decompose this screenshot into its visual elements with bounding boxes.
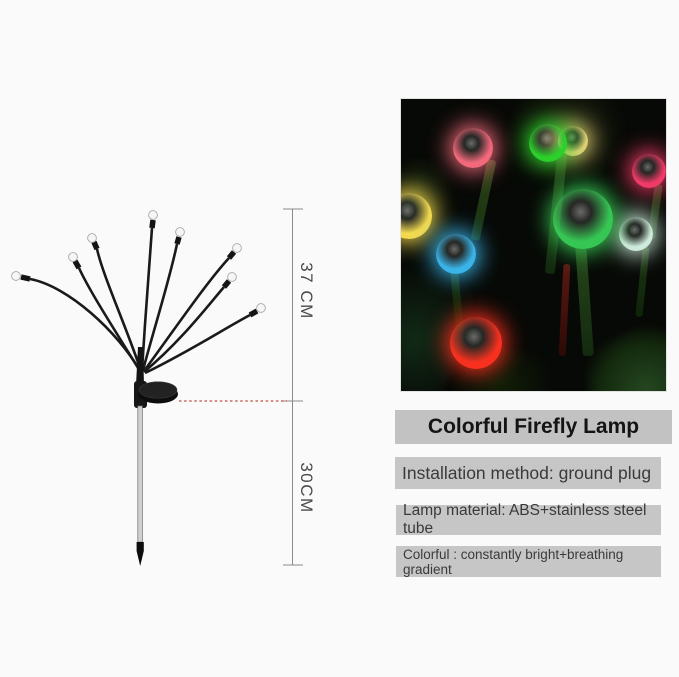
upper-dimension-label: 37 CM [297, 262, 316, 320]
salmon-orb [453, 128, 493, 168]
crimson-orb [632, 154, 666, 188]
bulb-icon [87, 233, 97, 243]
bulb-icon [11, 271, 21, 281]
spec-light-mode: Colorful : constantly bright+breathing g… [396, 546, 661, 577]
ground-stake [137, 405, 143, 543]
spec-installation: Installation method: ground plug [395, 457, 661, 489]
lower-dimension-label: 30CM [297, 462, 316, 514]
lamp-arm [144, 313, 251, 375]
lime-orb [529, 124, 567, 162]
bulb-icon [232, 243, 242, 253]
lamp-arm [143, 286, 225, 373]
product-title: Colorful Firefly Lamp [395, 410, 672, 444]
stake-tip [136, 542, 144, 566]
lamp-arm [77, 267, 142, 372]
lamp-arm [141, 243, 179, 371]
solar-panel-top [138, 381, 178, 399]
bulb-icon [175, 227, 185, 237]
lamp-stem [558, 263, 571, 357]
bulb-icons [11, 210, 266, 313]
lamp-stem [635, 246, 650, 318]
lamp-stem [575, 243, 594, 357]
blue-orb [436, 234, 476, 274]
bulb-icon [148, 210, 158, 220]
lamp-arm [142, 257, 230, 372]
product-photo [400, 98, 667, 392]
mint-orb [619, 217, 653, 251]
bulb-icon [227, 272, 237, 282]
bulb-icon [256, 303, 266, 313]
lamp-arm [140, 227, 154, 371]
spec-material: Lamp material: ABS+stainless steel tube [396, 502, 661, 537]
lamp-stem [470, 158, 497, 242]
red-orb [450, 317, 502, 369]
green-orb [553, 189, 613, 249]
bulb-icon [68, 252, 78, 262]
lamp-arm [95, 248, 143, 372]
bulb-connectors [20, 219, 259, 318]
dimension-line [283, 208, 303, 566]
stem-bundle [136, 347, 144, 385]
